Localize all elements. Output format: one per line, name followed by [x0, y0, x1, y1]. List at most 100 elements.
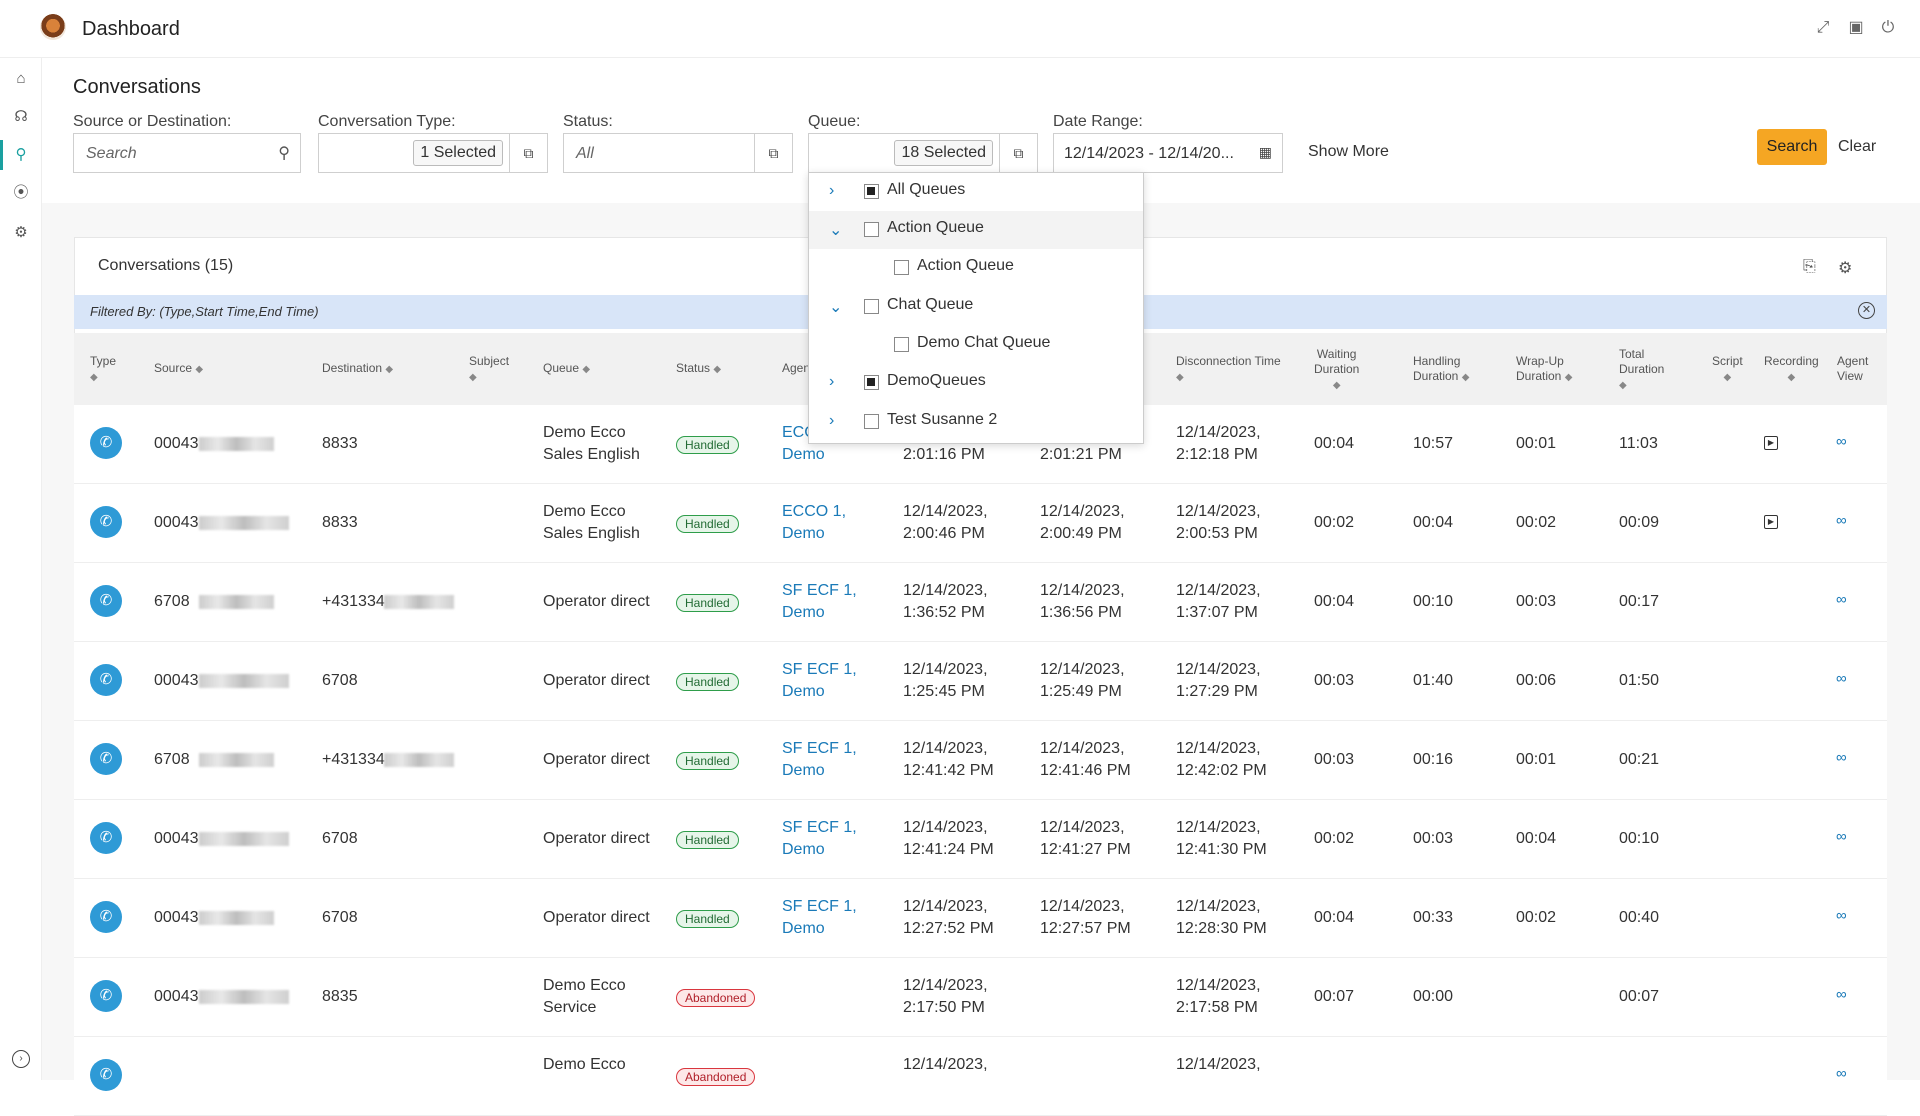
- answer-time-cell-line2: 2:00:49 PM: [1040, 525, 1122, 542]
- agent-view-icon[interactable]: ∞: [1836, 986, 1847, 1003]
- col-handling-duration[interactable]: Handling Duration ◆: [1413, 354, 1470, 383]
- queue-option[interactable]: ⌄ Chat Queue: [809, 288, 1143, 326]
- col-queue[interactable]: Queue ◆: [543, 361, 591, 375]
- table-row[interactable]: ✆ 00043 6708 Operator direct Handled SF ECF 1…: [74, 800, 1887, 879]
- power-icon[interactable]: ⏻: [1881, 19, 1895, 36]
- headset-icon[interactable]: ☊: [14, 108, 28, 125]
- queue-select[interactable]: 18 Selected ⧉: [808, 133, 1038, 173]
- agent-cell-line2[interactable]: Demo: [782, 446, 825, 463]
- queue-checkbox[interactable]: [864, 299, 879, 314]
- col-recording[interactable]: Recording ◆: [1764, 354, 1819, 383]
- clear-filter-icon[interactable]: ✕: [1858, 302, 1875, 319]
- agent-cell[interactable]: SF ECF 1,: [782, 740, 857, 757]
- open-select-icon[interactable]: ⧉: [754, 134, 792, 172]
- agent-view-icon[interactable]: ∞: [1836, 591, 1847, 608]
- collapse-sidebar-icon[interactable]: ›: [12, 1050, 30, 1068]
- agent-cell-line2[interactable]: Demo: [782, 762, 825, 779]
- start-time-cell: 12/14/2023,: [903, 661, 988, 678]
- col-disconnection-time[interactable]: Disconnection Time ◆: [1176, 354, 1281, 383]
- col-script[interactable]: Script ◆: [1712, 354, 1743, 383]
- clear-button[interactable]: Clear: [1838, 138, 1877, 155]
- wrapup-cell: 00:01: [1516, 751, 1557, 768]
- col-source[interactable]: Source ◆: [154, 361, 204, 375]
- agent-cell[interactable]: SF ECF 1,: [782, 661, 857, 678]
- queue-cell: Demo Ecco: [543, 1056, 626, 1073]
- show-more-link[interactable]: Show More: [1308, 143, 1389, 160]
- col-wrapup-duration[interactable]: Wrap-Up Duration ◆: [1516, 354, 1573, 383]
- col-total-duration[interactable]: Total Duration ◆: [1619, 347, 1665, 391]
- queue-checkbox[interactable]: [864, 184, 879, 199]
- queue-option[interactable]: ⌄ Action Queue: [809, 211, 1143, 249]
- table-settings-icon[interactable]: ⚙: [1838, 260, 1853, 277]
- destination-cell: 8833: [322, 514, 358, 531]
- queue-checkbox[interactable]: [894, 337, 909, 352]
- queue-checkbox[interactable]: [894, 260, 909, 275]
- agent-view-icon[interactable]: ∞: [1836, 907, 1847, 924]
- gear-icon[interactable]: ⚙: [14, 224, 28, 241]
- play-recording-icon[interactable]: ▶: [1764, 515, 1778, 529]
- queue-option[interactable]: Demo Chat Queue: [809, 326, 1143, 364]
- notes-icon[interactable]: ▣: [1848, 19, 1864, 36]
- queue-option[interactable]: › Test Susanne 2: [809, 403, 1143, 441]
- open-select-icon[interactable]: ⧉: [509, 134, 547, 172]
- chevron-right-icon[interactable]: ›: [829, 182, 835, 199]
- export-excel-icon[interactable]: ⎘: [1803, 258, 1816, 275]
- table-row[interactable]: ✆ 00043 6708 Operator direct Handled SF ECF 1…: [74, 642, 1887, 721]
- table-row[interactable]: ✆ 00043 8833 Demo Ecco Sales English Handled E…: [74, 405, 1887, 484]
- col-type[interactable]: Type ◆: [90, 354, 117, 383]
- agent-view-icon[interactable]: ∞: [1836, 1065, 1847, 1082]
- search-button[interactable]: Search: [1757, 129, 1827, 165]
- agent-cell-line2[interactable]: Demo: [782, 683, 825, 700]
- table-row[interactable]: ✆ 6708 +431334 Operator direct Handled SF ECF…: [74, 563, 1887, 642]
- play-recording-icon[interactable]: ▶: [1764, 436, 1778, 450]
- chevron-down-icon[interactable]: ⌄: [829, 299, 843, 316]
- agent-cell[interactable]: SF ECF 1,: [782, 898, 857, 915]
- redacted-number: [199, 990, 289, 1004]
- search-icon[interactable]: ⚲: [278, 145, 290, 162]
- status-select[interactable]: All ⧉: [563, 133, 793, 173]
- queue-checkbox[interactable]: [864, 222, 879, 237]
- col-agent[interactable]: Agent: [782, 361, 814, 375]
- agent-view-icon[interactable]: ∞: [1836, 828, 1847, 845]
- agent-view-icon[interactable]: ∞: [1836, 670, 1847, 687]
- queue-option[interactable]: › All Queues: [809, 173, 1143, 211]
- chevron-right-icon[interactable]: ›: [829, 373, 835, 390]
- wrapup-cell: 00:04: [1516, 830, 1557, 847]
- col-subject[interactable]: Subject ◆: [469, 354, 510, 383]
- source-cell: 00043: [154, 435, 199, 452]
- agent-cell[interactable]: SF ECF 1,: [782, 582, 857, 599]
- table-row[interactable]: ✆ 00043 6708 Operator direct Handled SF ECF 1…: [74, 879, 1887, 958]
- queue-option[interactable]: Action Queue: [809, 249, 1143, 287]
- chevron-down-icon[interactable]: ⌄: [829, 222, 843, 239]
- location-pin-icon[interactable]: ⦿: [13, 184, 29, 201]
- conversation-type-select[interactable]: 1 Selected ⧉: [318, 133, 548, 173]
- table-row[interactable]: ✆ 00043 8835 Demo Ecco Service Abandoned 12/14…: [74, 958, 1887, 1037]
- col-destination[interactable]: Destination ◆: [322, 361, 394, 375]
- agent-view-icon[interactable]: ∞: [1836, 433, 1847, 450]
- agent-cell-line2[interactable]: Demo: [782, 525, 825, 542]
- queue-checkbox[interactable]: [864, 375, 879, 390]
- agent-cell-line2[interactable]: Demo: [782, 841, 825, 858]
- agent-cell-line2[interactable]: Demo: [782, 604, 825, 621]
- agent-cell[interactable]: SF ECF 1,: [782, 819, 857, 836]
- agent-view-icon[interactable]: ∞: [1836, 749, 1847, 766]
- queue-option[interactable]: › DemoQueues: [809, 364, 1143, 402]
- col-status[interactable]: Status ◆: [676, 361, 722, 375]
- queue-checkbox[interactable]: [864, 414, 879, 429]
- open-select-icon[interactable]: ⧉: [999, 134, 1037, 172]
- chevron-right-icon[interactable]: ›: [829, 412, 835, 429]
- agent-cell-line2[interactable]: Demo: [782, 920, 825, 937]
- table-row[interactable]: ✆ 00043 8833 Demo Ecco Sales English Handled E…: [74, 484, 1887, 563]
- date-range-input[interactable]: 12/14/2023 - 12/14/20... ▦: [1053, 133, 1283, 173]
- home-icon[interactable]: ⌂: [16, 70, 26, 87]
- calendar-icon[interactable]: ▦: [1258, 144, 1272, 160]
- col-waiting-duration[interactable]: Waiting Duration ◆: [1314, 347, 1360, 391]
- source-search-input[interactable]: Search ⚲: [73, 133, 301, 173]
- table-row[interactable]: ✆ 6708 +431334 Operator direct Handled SF ECF…: [74, 721, 1887, 800]
- agent-cell[interactable]: ECCO 1,: [782, 503, 847, 520]
- agent-view-icon[interactable]: ∞: [1836, 512, 1847, 529]
- col-agent-view[interactable]: Agent View: [1837, 354, 1869, 383]
- expand-icon[interactable]: ⤢: [1816, 19, 1830, 36]
- search-user-icon[interactable]: ⚲: [15, 146, 27, 163]
- table-row[interactable]: ✆ Demo Ecco Abandoned 12/14/2023, 12/14/2023…: [74, 1037, 1887, 1116]
